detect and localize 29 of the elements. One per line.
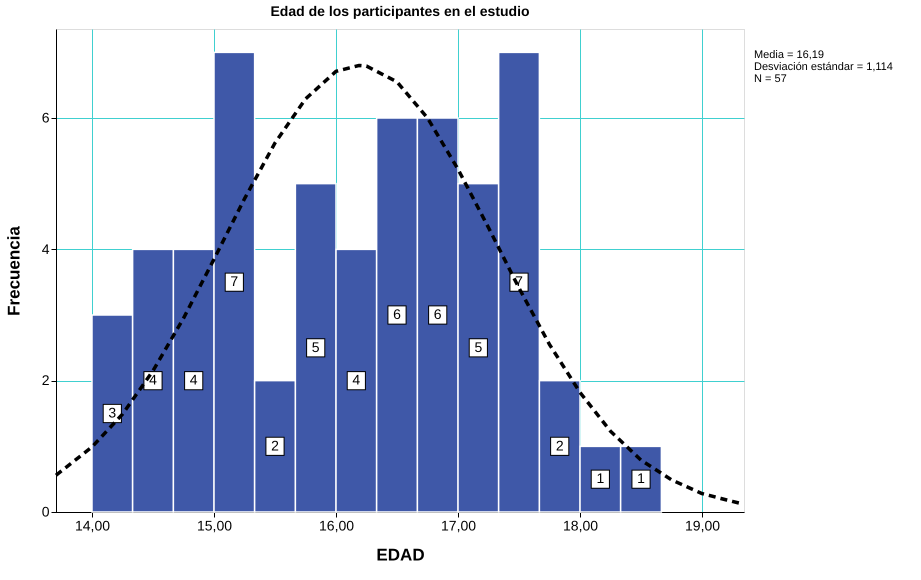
x-tick-label: 14,00 xyxy=(74,518,110,534)
data-label: 2 xyxy=(271,437,280,454)
data-label: 5 xyxy=(474,338,482,355)
text: N = 57 xyxy=(754,73,787,85)
data-label: 3 xyxy=(108,404,116,420)
text: Media = 16,19 xyxy=(754,49,824,61)
y-tick-label: 4 xyxy=(42,240,50,257)
chart-title: Edad de los participantes en el estudio xyxy=(270,3,530,19)
y-axis-title: Frecuencia xyxy=(4,226,24,316)
data-label: 4 xyxy=(190,372,198,388)
data-label: 1 xyxy=(637,470,646,486)
data-label: 6 xyxy=(393,306,402,322)
x-tick-label: 16,00 xyxy=(318,518,354,534)
data-label: 5 xyxy=(312,338,320,355)
x-tick-label: 19,00 xyxy=(685,518,720,534)
x-tick-label: 18,00 xyxy=(563,518,598,534)
data-label: 7 xyxy=(230,273,238,290)
data-label: 4 xyxy=(352,372,360,388)
y-tick-label: 6 xyxy=(42,109,50,126)
y-tick-label: 0 xyxy=(42,504,50,520)
x-tick-label: 17,00 xyxy=(440,518,476,534)
x-axis-title: EDAD xyxy=(376,546,425,564)
text: Desviación estándar = 1,114 xyxy=(754,61,893,73)
y-tick-label: 2 xyxy=(42,372,50,388)
data-label: 6 xyxy=(434,306,442,322)
data-label: 4 xyxy=(149,372,158,388)
data-label: 2 xyxy=(556,437,564,454)
x-tick-label: 15,00 xyxy=(196,518,232,534)
data-label: 1 xyxy=(596,470,604,486)
